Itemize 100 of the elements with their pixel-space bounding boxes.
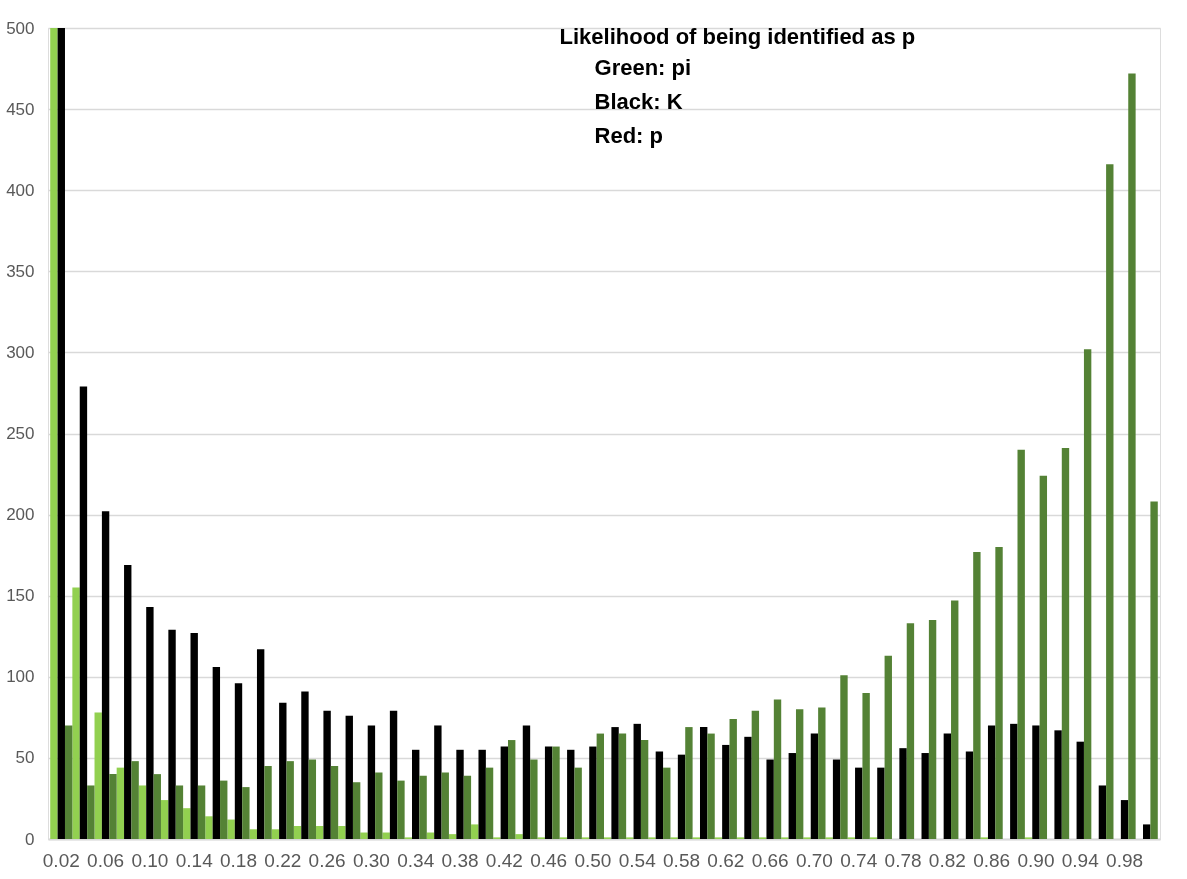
bar	[338, 826, 346, 839]
bar	[256, 649, 265, 839]
x-tick-label: 0.38	[441, 849, 479, 871]
bar	[389, 710, 398, 839]
bar	[183, 808, 191, 839]
bar	[928, 620, 937, 839]
bar	[729, 718, 737, 839]
x-tick-label: 0.34	[397, 849, 435, 871]
bar	[124, 564, 132, 839]
bar	[552, 746, 560, 839]
bar	[279, 702, 287, 839]
bar	[448, 834, 457, 839]
bar	[1120, 800, 1129, 839]
bar	[367, 725, 376, 839]
bar	[316, 826, 324, 839]
bar	[766, 759, 774, 839]
bar	[234, 683, 243, 839]
y-tick-label: 0	[25, 829, 35, 849]
bar	[987, 725, 996, 839]
bar	[271, 829, 280, 839]
bar	[832, 759, 841, 839]
bar	[1010, 723, 1018, 839]
x-tick-label: 0.50	[574, 849, 612, 871]
x-tick-label: 0.06	[87, 849, 125, 871]
bar	[1128, 73, 1136, 839]
x-tick-label: 0.90	[1017, 849, 1055, 871]
x-tick-label: 0.02	[42, 849, 80, 871]
bar	[360, 832, 368, 839]
bar	[1039, 475, 1048, 839]
bar	[153, 774, 161, 839]
bar	[951, 600, 959, 839]
bar	[508, 740, 516, 839]
bar	[1061, 448, 1070, 839]
x-tick-label: 0.46	[530, 849, 568, 871]
bar	[419, 775, 427, 839]
bar	[485, 767, 494, 839]
bar	[722, 744, 730, 839]
bar	[382, 832, 390, 839]
bar	[397, 780, 405, 839]
bar	[840, 675, 848, 839]
bar	[515, 834, 523, 839]
x-tick-label: 0.86	[973, 849, 1011, 871]
bar	[301, 691, 309, 839]
x-tick-label: 0.94	[1061, 849, 1100, 871]
bar	[943, 733, 952, 839]
bar	[921, 753, 929, 839]
y-tick-label: 250	[6, 424, 35, 443]
bar	[79, 386, 88, 839]
x-tick-label: 0.58	[663, 849, 701, 871]
x-tick-label: 0.98	[1106, 849, 1144, 871]
bar	[707, 733, 715, 839]
bar	[441, 772, 449, 839]
bar	[160, 800, 169, 839]
bar	[94, 712, 102, 839]
x-tick-label: 0.70	[795, 849, 833, 871]
bar	[500, 746, 509, 839]
y-tick-label: 200	[6, 505, 35, 525]
bar	[818, 707, 826, 839]
y-tick-label: 100	[6, 667, 35, 687]
x-tick-label: 0.66	[751, 849, 789, 871]
y-tick-label: 350	[6, 261, 35, 281]
bar	[773, 699, 782, 839]
bar	[640, 740, 649, 839]
bar	[618, 733, 627, 839]
x-tick-label: 0.18	[220, 849, 257, 871]
bar	[286, 761, 294, 839]
x-tick-label: 0.42	[485, 849, 523, 871]
bar	[744, 736, 752, 839]
bar	[995, 547, 1003, 839]
annotation: Black: K	[594, 89, 683, 114]
bar	[72, 587, 80, 839]
bar	[323, 710, 331, 839]
x-tick-label: 0.54	[618, 849, 657, 871]
bar	[434, 725, 442, 839]
bar	[471, 824, 479, 839]
bar	[50, 28, 58, 839]
bar	[345, 715, 353, 839]
x-tick-label: 0.74	[840, 849, 878, 871]
bar	[1017, 449, 1025, 839]
annotation: Green: pi	[594, 55, 692, 80]
bar	[101, 511, 110, 839]
y-tick-label: 50	[15, 748, 35, 768]
bar	[663, 767, 671, 839]
bar	[293, 826, 302, 839]
bar	[795, 709, 804, 839]
x-tick-label: 0.26	[308, 849, 346, 871]
bar	[685, 727, 693, 839]
bar	[596, 733, 604, 839]
bar	[57, 28, 65, 839]
x-tick-label: 0.82	[928, 849, 966, 871]
bar	[87, 785, 95, 839]
x-tick-label: 0.10	[131, 849, 169, 871]
x-tick-label: 0.14	[175, 849, 214, 871]
bar	[862, 693, 870, 839]
x-tick-label: 0.22	[264, 849, 302, 871]
bar	[168, 629, 176, 839]
y-tick-label: 500	[6, 18, 35, 38]
x-tick-label: 0.78	[884, 849, 922, 871]
bar	[973, 551, 981, 839]
bar	[522, 725, 531, 839]
